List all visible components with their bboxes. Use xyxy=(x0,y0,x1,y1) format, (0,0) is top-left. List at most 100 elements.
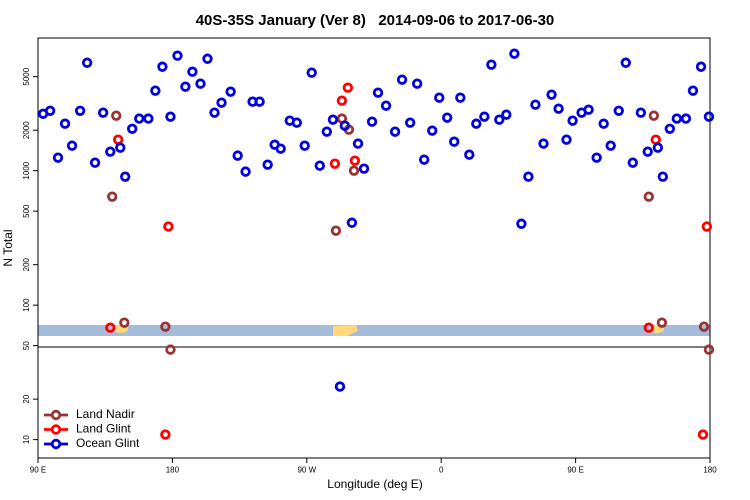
point xyxy=(172,50,183,61)
point xyxy=(583,104,594,115)
point xyxy=(105,322,116,333)
point xyxy=(553,103,564,114)
legend-marker xyxy=(50,438,62,450)
point xyxy=(701,221,713,232)
point xyxy=(389,126,401,137)
y-axis-label: N Total xyxy=(1,229,15,266)
point xyxy=(657,171,669,182)
point xyxy=(643,191,654,202)
point xyxy=(329,158,341,169)
point xyxy=(342,82,354,93)
point xyxy=(165,111,176,122)
point xyxy=(306,67,317,78)
point xyxy=(240,166,251,177)
point xyxy=(642,146,653,157)
point xyxy=(620,57,631,68)
point xyxy=(134,113,145,124)
point xyxy=(180,81,191,92)
y-tick-label: 5000 xyxy=(22,67,31,85)
point xyxy=(671,113,683,124)
point xyxy=(216,97,227,108)
point xyxy=(697,429,709,440)
point xyxy=(448,136,460,147)
point xyxy=(695,61,707,72)
point xyxy=(262,159,273,170)
point xyxy=(119,317,130,328)
point xyxy=(195,78,206,89)
point xyxy=(339,120,351,131)
point xyxy=(232,150,243,161)
point xyxy=(107,191,118,202)
point xyxy=(275,143,286,154)
point xyxy=(680,113,692,124)
point xyxy=(598,118,609,129)
point xyxy=(127,123,138,134)
point xyxy=(455,92,466,103)
point xyxy=(59,118,71,129)
point xyxy=(687,85,699,96)
point xyxy=(358,163,370,174)
point xyxy=(404,117,416,128)
point xyxy=(591,152,602,163)
y-tick-label: 10 xyxy=(22,435,31,444)
point xyxy=(209,107,220,118)
point xyxy=(120,171,131,182)
point xyxy=(336,95,348,106)
point xyxy=(380,100,392,111)
point xyxy=(546,89,557,100)
point xyxy=(225,86,236,97)
point xyxy=(441,112,453,123)
point xyxy=(143,113,154,124)
y-tick-label: 50 xyxy=(22,341,31,350)
point xyxy=(656,317,668,328)
point xyxy=(97,107,109,118)
x-tick-label: 90 E xyxy=(30,466,46,475)
point xyxy=(115,142,126,153)
point xyxy=(434,92,445,103)
point xyxy=(157,61,168,72)
point xyxy=(652,142,664,153)
point xyxy=(635,107,647,118)
x-tick-label: 180 xyxy=(703,466,717,475)
point xyxy=(150,85,161,96)
point xyxy=(703,344,715,355)
point xyxy=(299,140,310,151)
point xyxy=(372,87,384,98)
point xyxy=(105,146,116,157)
point xyxy=(427,125,438,136)
land-blob xyxy=(333,325,358,336)
point xyxy=(464,149,475,160)
point xyxy=(202,53,213,64)
point xyxy=(160,321,171,332)
point xyxy=(538,138,549,149)
point xyxy=(494,114,505,125)
point xyxy=(348,165,360,176)
point xyxy=(111,110,122,121)
point xyxy=(567,115,578,126)
point xyxy=(74,105,86,116)
legend-marker xyxy=(50,424,62,435)
point xyxy=(643,322,654,333)
y-tick-label: 100 xyxy=(22,298,31,312)
point xyxy=(349,155,361,166)
point xyxy=(330,225,342,236)
point xyxy=(627,157,638,168)
point xyxy=(254,96,265,107)
point xyxy=(366,116,378,127)
point xyxy=(471,118,482,129)
point xyxy=(650,134,661,145)
point xyxy=(291,117,302,128)
point xyxy=(664,123,676,134)
y-tick-label: 20 xyxy=(22,394,31,403)
point xyxy=(314,160,325,171)
ocean-strip xyxy=(38,325,710,336)
point xyxy=(346,217,358,228)
x-axis-label: Longitude (deg E) xyxy=(327,477,422,491)
point xyxy=(396,74,408,85)
point xyxy=(613,105,624,116)
point xyxy=(52,152,64,163)
point xyxy=(352,138,364,149)
point xyxy=(411,78,423,89)
x-tick-label: 180 xyxy=(166,466,180,475)
point xyxy=(44,105,56,116)
